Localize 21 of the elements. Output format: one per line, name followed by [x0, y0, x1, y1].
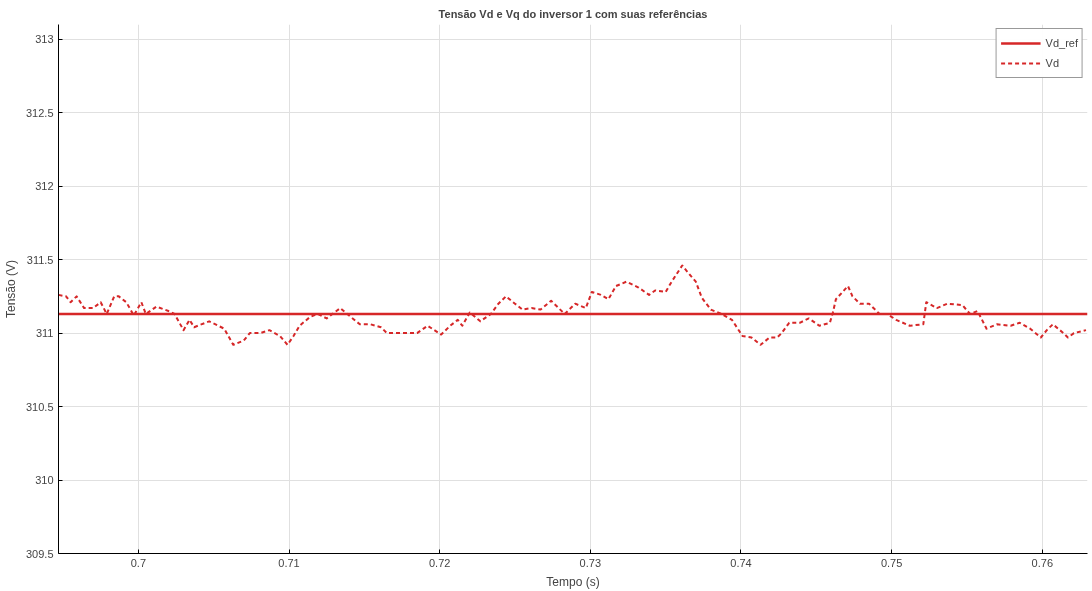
- x-tick-label: 0.71: [278, 556, 300, 569]
- y-tick-label: 311: [35, 327, 54, 340]
- y-tick-label: 310.5: [25, 400, 54, 413]
- x-axis-title: Tempo (s): [546, 574, 600, 589]
- y-tick-label: 311.5: [26, 253, 54, 266]
- x-tick-label: 0.72: [428, 556, 451, 569]
- x-tick-label: 0.73: [579, 556, 602, 569]
- line-series: [58, 264, 1087, 346]
- x-tick-label: 0.76: [1031, 556, 1054, 569]
- x-tick-label: 0.75: [880, 556, 903, 569]
- legend-label: Vd_ref: [1045, 37, 1078, 49]
- y-tick-label: 312.5: [25, 106, 54, 119]
- y-tick-label: 309.5: [25, 547, 54, 560]
- x-tick-label: 0.7: [130, 556, 146, 569]
- legend-label: Vd: [1045, 57, 1061, 69]
- y-axis-title: Tensão (V): [3, 259, 18, 319]
- y-tick-label: 313: [35, 33, 54, 46]
- y-tick-label: 312: [35, 180, 54, 193]
- y-tick-label: 310: [35, 474, 54, 487]
- x-tick-label: 0.74: [730, 556, 752, 569]
- chart-title: Tensão Vd e Vq do inversor 1 com suas referências: [438, 7, 708, 20]
